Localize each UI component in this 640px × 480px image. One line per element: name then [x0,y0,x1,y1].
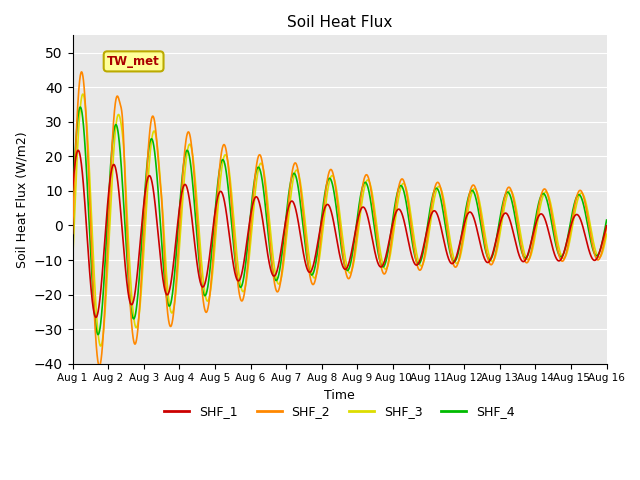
Title: Soil Heat Flux: Soil Heat Flux [287,15,392,30]
Y-axis label: Soil Heat Flux (W/m2): Soil Heat Flux (W/m2) [15,131,28,268]
Legend: SHF_1, SHF_2, SHF_3, SHF_4: SHF_1, SHF_2, SHF_3, SHF_4 [159,400,520,423]
Text: TW_met: TW_met [108,55,160,68]
X-axis label: Time: Time [324,389,355,402]
